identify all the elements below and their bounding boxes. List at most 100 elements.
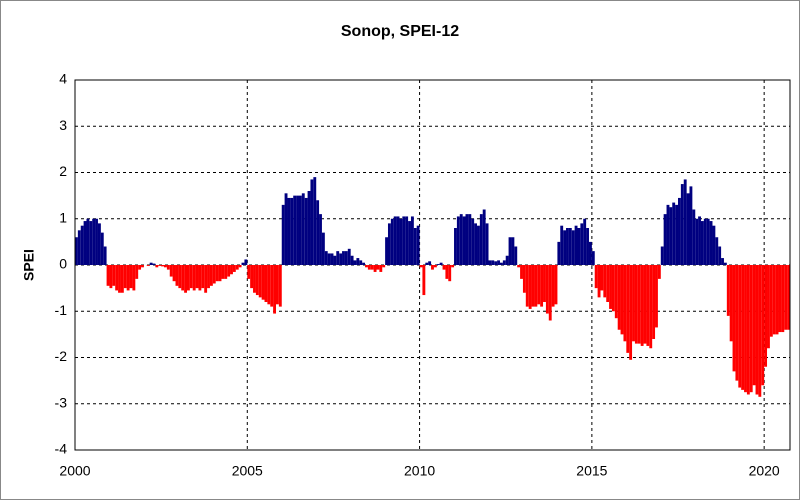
plot-border [74,79,791,451]
bar [86,218,90,265]
bar [80,225,84,265]
bar [563,230,567,265]
bar [95,218,98,265]
bar [126,265,130,291]
bar [264,265,268,302]
bar [660,246,664,265]
bar [468,214,472,265]
bar [382,265,386,268]
bar [531,265,535,307]
bar [436,264,440,265]
bar [227,265,231,277]
x-tick-label: 2005 [232,463,263,479]
bar [560,225,564,265]
bar [235,265,239,270]
bar [353,260,357,265]
bar [319,214,322,265]
bar [313,177,317,265]
bar [115,265,119,291]
bar [402,216,406,265]
bar [571,230,575,265]
bar [603,265,607,298]
bar [451,265,455,268]
bar [365,265,368,268]
bar [485,223,489,265]
bar [752,265,756,386]
bar [574,225,578,265]
bar [172,265,176,282]
bar [715,237,719,265]
bar [207,265,210,289]
bar [692,209,696,265]
bar [215,265,219,282]
bar [362,262,366,265]
bar [566,228,569,265]
bar [637,265,641,344]
bar [617,265,621,330]
bar [488,260,492,265]
bar [75,237,78,265]
bar [146,265,150,266]
bar [517,265,521,268]
bar [83,221,87,265]
bar [186,265,190,291]
bar [471,218,475,265]
bar [373,265,377,272]
bar [278,265,282,307]
bar [632,265,635,342]
bar [545,265,549,314]
bar [112,265,116,286]
y-tick-label: 1 [59,209,67,225]
bar [643,265,647,344]
bar [238,265,242,268]
bar [396,216,400,265]
bar [522,265,526,293]
bar [290,197,294,265]
bar [201,265,205,289]
bar [465,214,469,265]
bar [442,265,446,270]
bar [166,265,170,270]
bar [499,262,503,265]
bar [281,204,285,265]
bar [379,265,383,272]
bar [772,265,776,335]
bar [491,260,495,265]
bar [534,265,538,307]
bar [77,230,81,265]
bar [304,197,308,265]
bar [528,265,532,309]
y-tick-label: -2 [55,348,68,364]
bar [778,265,782,333]
bar [359,260,363,265]
bar [614,265,618,319]
bar [700,221,704,265]
bar [514,246,518,265]
bar [141,265,144,268]
bar [445,265,449,279]
bar [462,216,466,265]
bar [258,265,262,298]
bar [680,184,684,265]
y-tick-label: -3 [55,394,68,410]
bar [342,251,345,265]
bar [652,265,656,339]
bar [520,265,523,279]
y-axis-label: SPEI [21,249,37,281]
bar [726,265,730,316]
bar [525,265,529,307]
bar [158,265,162,266]
bar [416,225,420,265]
bar [629,265,633,360]
bar [583,218,587,265]
bar [347,248,351,265]
bar [589,241,592,265]
bar [764,265,768,367]
bar [657,265,661,279]
bar [769,265,773,337]
bar [155,265,159,268]
bar [606,265,610,302]
bar [192,265,196,291]
bar [428,261,432,265]
